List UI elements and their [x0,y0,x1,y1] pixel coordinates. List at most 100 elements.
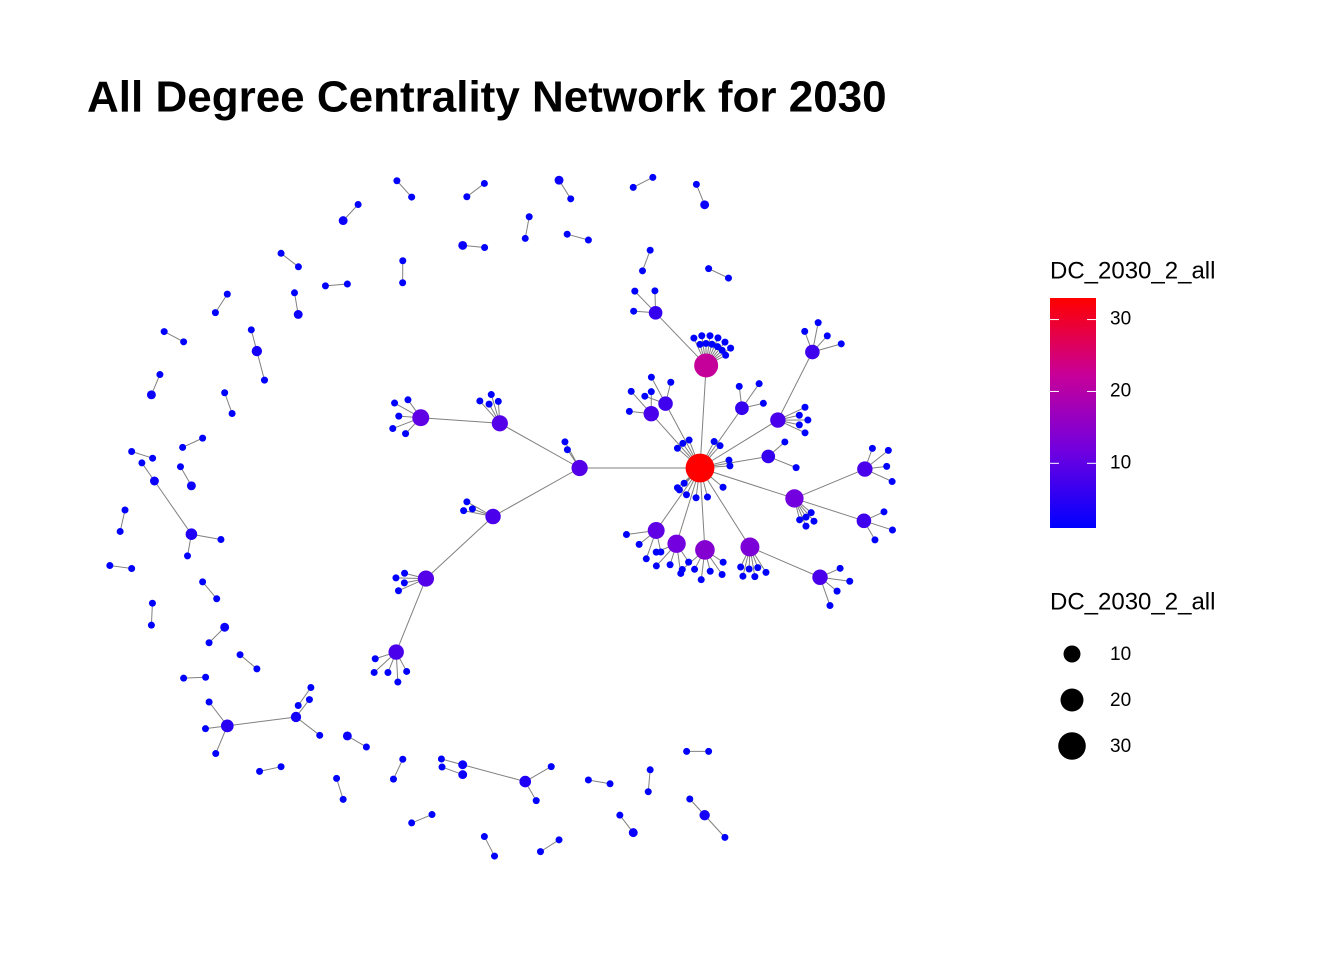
node [412,409,430,427]
node [428,811,436,819]
node [695,540,715,560]
node [394,678,402,686]
nodes [106,173,896,860]
node [643,405,659,422]
node [724,274,732,282]
node [812,569,828,585]
size-key-label: 30 [1110,736,1131,757]
node [147,621,155,629]
node [692,494,700,502]
node [293,310,303,319]
node [339,795,347,803]
node [260,376,268,384]
node [567,195,575,203]
node [294,702,302,710]
edge [794,497,865,522]
node [706,332,714,340]
node [217,536,225,544]
edge [425,516,494,579]
node [571,459,588,477]
node [658,396,673,411]
node [201,725,209,733]
node [814,319,822,327]
node [801,403,809,411]
node [277,763,285,771]
node [735,401,749,416]
node [338,216,348,226]
node [692,180,700,188]
node [180,674,188,682]
node [116,527,124,535]
node [228,409,236,417]
node [644,788,652,796]
node [745,565,753,573]
color-legend-title: DC_2030_2_all [1050,257,1215,284]
node [408,193,416,201]
node [463,498,471,506]
node [721,338,729,346]
node [807,509,815,517]
node [480,179,488,187]
edge [183,676,206,679]
node [810,517,818,525]
edge [777,351,813,421]
edge [749,546,821,578]
node [795,421,803,429]
node [333,774,341,782]
node [536,848,544,856]
node [622,530,630,538]
edge [280,252,299,268]
node [525,213,533,221]
node [321,282,329,290]
node [247,326,255,334]
edge [259,766,282,772]
node [647,373,655,381]
node [726,462,734,470]
edge [297,687,312,706]
node [305,696,313,704]
edge [395,578,427,653]
edge [109,565,132,570]
edge [420,417,500,424]
size-key [1060,688,1084,712]
edge [492,467,580,517]
node [725,456,733,464]
node [630,307,638,315]
node [555,836,563,844]
node [698,332,706,340]
node [180,338,188,346]
node [220,719,234,733]
node [468,505,476,513]
node [438,763,446,771]
node [205,698,213,706]
node [673,484,681,492]
node [694,353,719,378]
edge [647,769,651,792]
edge [466,183,485,198]
node [342,731,352,741]
node [121,506,129,514]
node [833,587,841,595]
edge [239,654,258,670]
node [463,193,471,201]
node [251,345,263,357]
node [370,668,378,676]
colorbar [1050,298,1096,528]
node [700,200,710,210]
node [400,579,408,587]
node [699,810,710,821]
node [646,766,654,774]
size-legend-title: DC_2030_2_all [1050,588,1215,615]
node [837,340,845,348]
node [685,436,693,444]
node [476,397,484,405]
node [554,175,564,185]
edge [483,836,495,857]
node [521,234,529,242]
node [437,755,445,763]
node [718,346,726,354]
node [801,429,809,437]
node [199,578,207,586]
node [649,173,657,181]
